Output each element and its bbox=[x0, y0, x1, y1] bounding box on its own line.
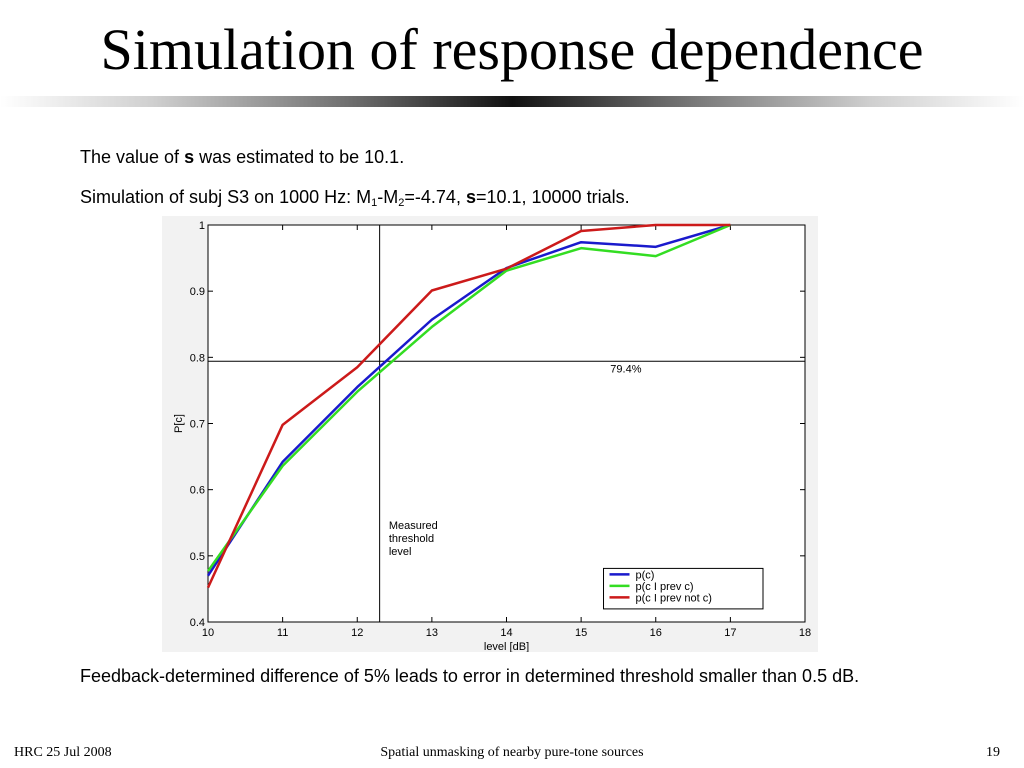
plot-area bbox=[207, 224, 806, 623]
estimate-text: The value of s was estimated to be 10.1. bbox=[80, 146, 404, 168]
legend-label-1: p(c) bbox=[636, 569, 655, 581]
simulation-text-sub2: 2 bbox=[398, 197, 405, 209]
x-tick-label: 11 bbox=[277, 627, 288, 639]
footer-title: Spatial unmasking of nearby pure-tone so… bbox=[380, 745, 644, 760]
conclusion-text: Feedback-determined difference of 5% lea… bbox=[80, 666, 860, 686]
x-tick-label: 13 bbox=[426, 627, 438, 639]
simulation-text-sub1: 1 bbox=[371, 197, 378, 209]
simulation-text-post2: =10.1, 10000 trials. bbox=[475, 187, 630, 207]
y-tick-label: 0.8 bbox=[190, 352, 205, 364]
chart-panel: 10 11 12 13 14 15 16 17 18 0.4 0.5 0.6 0.7 0.8 0.9 1 lev… bbox=[162, 216, 818, 652]
x-tick-label: 16 bbox=[650, 627, 662, 639]
estimate-text-post: was estimated to be 10.1. bbox=[194, 147, 405, 167]
series-line-2 bbox=[206, 223, 731, 572]
y-tick-label: 1 bbox=[199, 220, 205, 232]
x-tick-label: 14 bbox=[500, 627, 512, 639]
y-tick-label: 0.5 bbox=[190, 551, 205, 563]
title-divider bbox=[0, 96, 1024, 107]
y-tick-label: 0.9 bbox=[190, 286, 205, 298]
simulation-text: Simulation of subj S3 on 1000 Hz: M1-M2=… bbox=[80, 186, 630, 209]
simulation-text-post1: =-4.74, bbox=[404, 187, 466, 207]
x-tick-label: 15 bbox=[575, 627, 587, 639]
annotation-level: level bbox=[389, 546, 412, 558]
y-axis-label: P[c] bbox=[173, 414, 185, 433]
simulation-text-mid: -M bbox=[377, 187, 399, 207]
series-line-3 bbox=[206, 223, 731, 589]
legend-label-3: p(c I prev not c) bbox=[636, 592, 712, 604]
legend-label-2: p(c I prev c) bbox=[636, 581, 694, 593]
y-tick-label: 0.7 bbox=[190, 419, 205, 431]
annotation-threshold: threshold bbox=[389, 533, 434, 545]
psychometric-chart: 10 11 12 13 14 15 16 17 18 0.4 0.5 0.6 0.7 0.8 0.9 1 lev… bbox=[173, 220, 811, 652]
estimate-text-pre: The value of bbox=[80, 147, 185, 167]
series-line-1 bbox=[206, 223, 731, 577]
x-tick-label: 17 bbox=[724, 627, 736, 639]
slide-title: Simulation of response dependence bbox=[100, 17, 924, 82]
annotation-measured: Measured bbox=[389, 520, 438, 532]
estimate-text-symbol: s bbox=[184, 147, 195, 167]
y-tick-label: 0.6 bbox=[190, 485, 205, 497]
page-number: 19 bbox=[986, 745, 1000, 760]
x-tick-label: 12 bbox=[351, 627, 363, 639]
x-tick-label: 18 bbox=[799, 627, 811, 639]
y-tick-label: 0.4 bbox=[190, 617, 205, 629]
legend-box bbox=[603, 567, 764, 610]
annotation-percent: 79.4% bbox=[610, 364, 641, 376]
simulation-text-symbol: s bbox=[465, 187, 476, 207]
footer-date: HRC 25 Jul 2008 bbox=[14, 745, 112, 760]
x-tick-label: 10 bbox=[202, 627, 214, 639]
simulation-text-pre: Simulation of subj S3 on 1000 Hz: M bbox=[80, 187, 372, 207]
x-axis-label: level [dB] bbox=[484, 641, 529, 652]
